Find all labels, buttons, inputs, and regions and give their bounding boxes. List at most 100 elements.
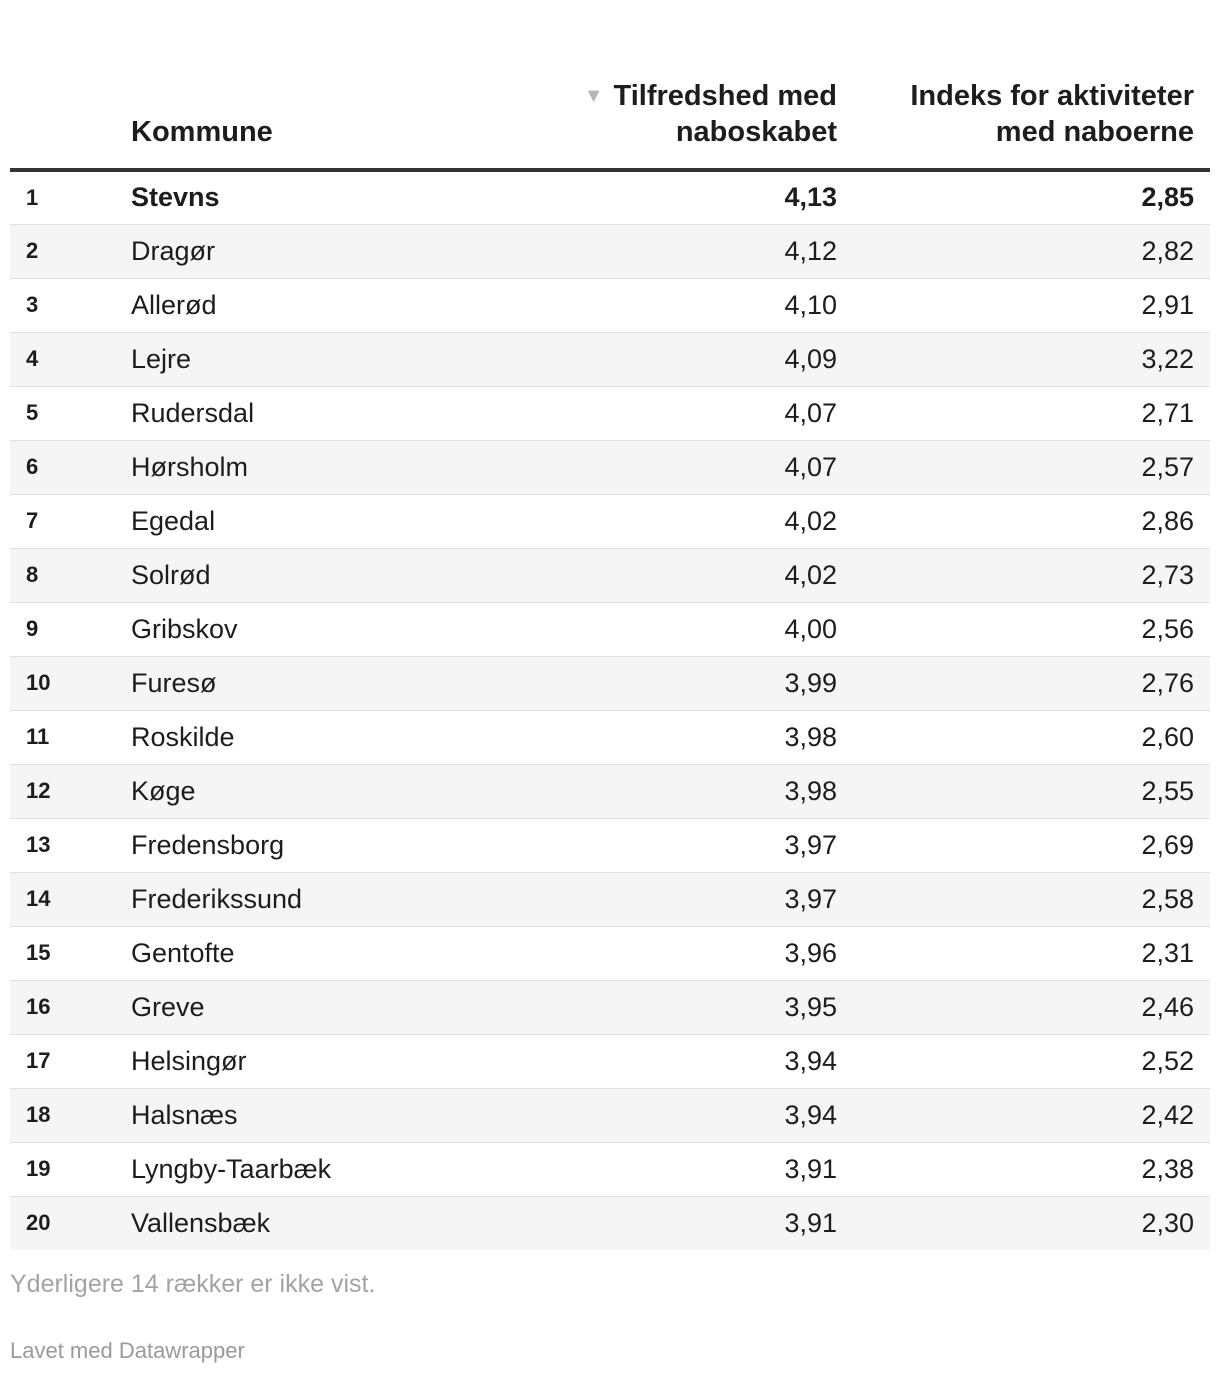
- kommune-cell: Allerød: [115, 278, 495, 333]
- rank-cell: 11: [10, 710, 115, 765]
- tilfredshed-cell: 4,02: [495, 494, 853, 549]
- tilfredshed-cell: 4,07: [495, 386, 853, 441]
- aktiviteter-cell: 2,91: [853, 278, 1210, 333]
- table-row: 17 Helsingør 3,94 2,52: [10, 1034, 1210, 1089]
- table-row: 19 Lyngby-Taarbæk 3,91 2,38: [10, 1142, 1210, 1197]
- column-header-kommune[interactable]: Kommune: [115, 0, 495, 172]
- column-header-tilfredshed-label: Tilfredshed med naboskabet: [613, 80, 837, 148]
- tilfredshed-cell: 3,98: [495, 764, 853, 819]
- header-row: Kommune ▼ Tilfredshed med naboskabet Inde…: [10, 0, 1210, 172]
- rank-cell: 20: [10, 1196, 115, 1250]
- kommune-cell: Helsingør: [115, 1034, 495, 1089]
- aktiviteter-cell: 2,73: [853, 548, 1210, 603]
- table-row: 18 Halsnæs 3,94 2,42: [10, 1088, 1210, 1143]
- aktiviteter-cell: 2,76: [853, 656, 1210, 711]
- kommune-cell: Roskilde: [115, 710, 495, 765]
- table-row: 10 Furesø 3,99 2,76: [10, 656, 1210, 711]
- kommune-cell: Gribskov: [115, 602, 495, 657]
- column-header-aktiviteter-label: Indeks for aktiviteter med naboerne: [910, 80, 1194, 148]
- aktiviteter-cell: 2,52: [853, 1034, 1210, 1089]
- table-row: 15 Gentofte 3,96 2,31: [10, 926, 1210, 981]
- aktiviteter-cell: 2,56: [853, 602, 1210, 657]
- table-row: 16 Greve 3,95 2,46: [10, 980, 1210, 1035]
- table-row: 5 Rudersdal 4,07 2,71: [10, 386, 1210, 441]
- kommune-cell: Dragør: [115, 224, 495, 279]
- tilfredshed-cell: 3,95: [495, 980, 853, 1035]
- table-row: 11 Roskilde 3,98 2,60: [10, 710, 1210, 765]
- table-body: 1 Stevns 4,13 2,85 2 Dragør 4,12 2,82 3 Allerød 4,…: [10, 170, 1210, 1250]
- tilfredshed-cell: 3,98: [495, 710, 853, 765]
- aktiviteter-cell: 2,60: [853, 710, 1210, 765]
- kommune-cell: Frederikssund: [115, 872, 495, 927]
- sort-down-icon: ▼: [583, 85, 604, 107]
- tilfredshed-cell: 4,10: [495, 278, 853, 333]
- table-row: 20 Vallensbæk 3,91 2,30: [10, 1196, 1210, 1250]
- rank-cell: 1: [10, 170, 115, 225]
- rank-cell: 9: [10, 602, 115, 657]
- aktiviteter-cell: 2,30: [853, 1196, 1210, 1250]
- aktiviteter-cell: 2,42: [853, 1088, 1210, 1143]
- kommune-cell: Greve: [115, 980, 495, 1035]
- tilfredshed-cell: 3,96: [495, 926, 853, 981]
- aktiviteter-cell: 3,22: [853, 332, 1210, 387]
- tilfredshed-cell: 3,99: [495, 656, 853, 711]
- datawrapper-credit: Lavet med Datawrapper: [10, 1338, 245, 1363]
- data-table: Kommune ▼ Tilfredshed med naboskabet Inde…: [10, 0, 1210, 1250]
- kommune-cell: Furesø: [115, 656, 495, 711]
- kommune-cell: Stevns: [115, 170, 495, 225]
- aktiviteter-cell: 2,86: [853, 494, 1210, 549]
- rank-cell: 15: [10, 926, 115, 981]
- tilfredshed-cell: 4,00: [495, 602, 853, 657]
- kommune-cell: Gentofte: [115, 926, 495, 981]
- table-row: 2 Dragør 4,12 2,82: [10, 224, 1210, 279]
- table-row: 8 Solrød 4,02 2,73: [10, 548, 1210, 603]
- tilfredshed-cell: 3,97: [495, 818, 853, 873]
- aktiviteter-cell: 2,82: [853, 224, 1210, 279]
- rank-cell: 12: [10, 764, 115, 819]
- kommune-cell: Solrød: [115, 548, 495, 603]
- rank-cell: 14: [10, 872, 115, 927]
- aktiviteter-cell: 2,55: [853, 764, 1210, 819]
- table-row: 9 Gribskov 4,00 2,56: [10, 602, 1210, 657]
- kommune-cell: Rudersdal: [115, 386, 495, 441]
- kommune-cell: Halsnæs: [115, 1088, 495, 1143]
- table-row: 7 Egedal 4,02 2,86: [10, 494, 1210, 549]
- rank-cell: 8: [10, 548, 115, 603]
- rank-cell: 17: [10, 1034, 115, 1089]
- tilfredshed-cell: 3,91: [495, 1196, 853, 1250]
- table-row: 3 Allerød 4,10 2,91: [10, 278, 1210, 333]
- aktiviteter-cell: 2,85: [853, 170, 1210, 225]
- rank-cell: 4: [10, 332, 115, 387]
- tilfredshed-cell: 3,94: [495, 1088, 853, 1143]
- table-row: 12 Køge 3,98 2,55: [10, 764, 1210, 819]
- kommune-cell: Vallensbæk: [115, 1196, 495, 1250]
- column-header-aktiviteter[interactable]: Indeks for aktiviteter med naboerne: [853, 0, 1210, 172]
- column-header-kommune-label: Kommune: [131, 116, 273, 148]
- tilfredshed-cell: 3,91: [495, 1142, 853, 1197]
- kommune-cell: Køge: [115, 764, 495, 819]
- aktiviteter-cell: 2,46: [853, 980, 1210, 1035]
- rank-cell: 5: [10, 386, 115, 441]
- aktiviteter-cell: 2,57: [853, 440, 1210, 495]
- table-row: 6 Hørsholm 4,07 2,57: [10, 440, 1210, 495]
- kommune-cell: Fredensborg: [115, 818, 495, 873]
- kommune-cell: Lejre: [115, 332, 495, 387]
- table-notes: Yderligere 14 rækker er ikke vist.: [10, 1270, 376, 1298]
- tilfredshed-cell: 3,94: [495, 1034, 853, 1089]
- aktiviteter-cell: 2,58: [853, 872, 1210, 927]
- kommune-cell: Lyngby-Taarbæk: [115, 1142, 495, 1197]
- table-row: 13 Fredensborg 3,97 2,69: [10, 818, 1210, 873]
- rank-cell: 19: [10, 1142, 115, 1197]
- rank-cell: 2: [10, 224, 115, 279]
- table-header: Kommune ▼ Tilfredshed med naboskabet Inde…: [10, 0, 1210, 172]
- table-row: 1 Stevns 4,13 2,85: [10, 170, 1210, 225]
- rank-cell: 7: [10, 494, 115, 549]
- aktiviteter-cell: 2,71: [853, 386, 1210, 441]
- rank-cell: 16: [10, 980, 115, 1035]
- tilfredshed-cell: 3,97: [495, 872, 853, 927]
- tilfredshed-cell: 4,09: [495, 332, 853, 387]
- aktiviteter-cell: 2,31: [853, 926, 1210, 981]
- column-header-tilfredshed[interactable]: ▼ Tilfredshed med naboskabet: [495, 0, 853, 172]
- rank-cell: 10: [10, 656, 115, 711]
- tilfredshed-cell: 4,02: [495, 548, 853, 603]
